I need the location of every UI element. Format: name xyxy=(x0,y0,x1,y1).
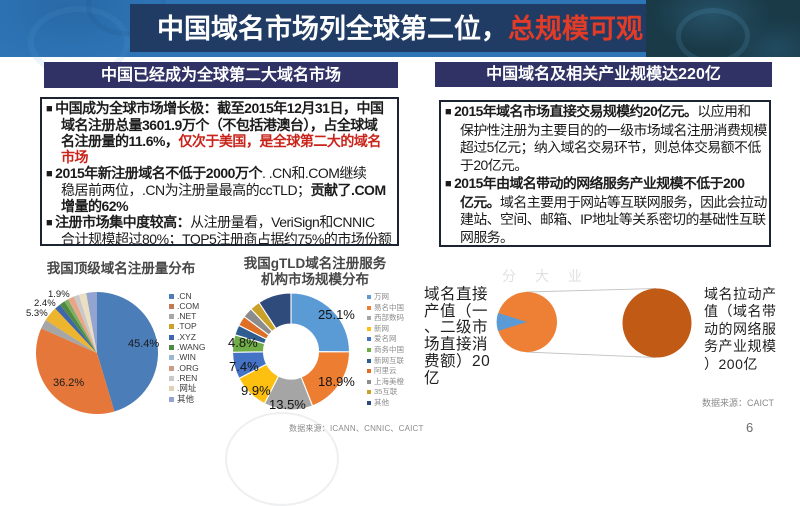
svg-text:2.4%: 2.4% xyxy=(34,298,56,309)
svg-text:9.9%: 9.9% xyxy=(241,383,271,398)
svg-text:18.9%: 18.9% xyxy=(318,374,355,389)
svg-text:36.2%: 36.2% xyxy=(53,377,84,389)
svg-text:5.3%: 5.3% xyxy=(26,308,48,319)
svg-text:1.9%: 1.9% xyxy=(48,289,70,300)
svg-text:25.1%: 25.1% xyxy=(318,307,355,322)
svg-text:4.8%: 4.8% xyxy=(228,335,258,350)
svg-text:13.5%: 13.5% xyxy=(269,397,306,412)
svg-text:7.4%: 7.4% xyxy=(229,359,259,374)
svg-text:45.4%: 45.4% xyxy=(128,338,159,350)
